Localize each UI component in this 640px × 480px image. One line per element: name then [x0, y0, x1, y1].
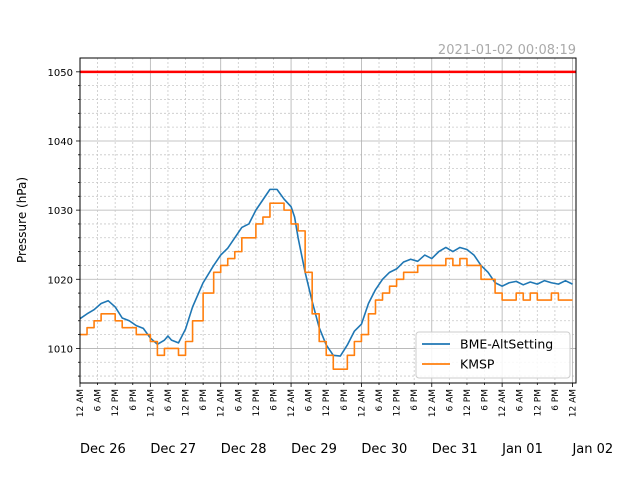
- y-axis-label: Pressure (hPa): [15, 177, 29, 263]
- x-hour-tick-label: 6 PM: [269, 389, 279, 411]
- x-day-label: Dec 27: [150, 442, 196, 457]
- x-hour-tick-label: 12 PM: [463, 389, 473, 417]
- y-tick-label: 1010: [48, 344, 73, 355]
- x-hour-tick-label: 12 PM: [111, 389, 121, 417]
- series-lines: [79, 188, 573, 370]
- y-tick-label: 1030: [48, 206, 73, 217]
- plot-area: [80, 58, 576, 383]
- x-hour-tick-label: 12 AM: [146, 389, 156, 417]
- legend: BME-AltSetting KMSP: [415, 331, 571, 379]
- x-day-label: Jan 02: [571, 442, 613, 457]
- x-hour-tick-label: 12 AM: [217, 389, 227, 417]
- x-hour-tick-label: 12 AM: [76, 389, 86, 417]
- x-hour-tick-label: 12 AM: [568, 389, 578, 417]
- x-hour-tick-label: 12 PM: [322, 389, 332, 417]
- x-hour-tick-label: 6 AM: [234, 389, 244, 412]
- y-tick-label: 1040: [48, 137, 73, 148]
- x-hour-tick-label: 12 AM: [498, 389, 508, 417]
- series-line-bme-altsetting: [79, 188, 573, 357]
- y-tick-label: 1020: [48, 275, 73, 286]
- x-hour-tick-label: 6 PM: [199, 389, 209, 411]
- x-hour-tick-label: 12 AM: [428, 389, 438, 417]
- x-hour-tick-label: 6 AM: [445, 389, 455, 412]
- x-hour-tick-label: 12 AM: [287, 389, 297, 417]
- x-hour-tick-label: 6 AM: [94, 389, 104, 412]
- legend-box: [415, 331, 571, 379]
- x-axis-ticks: 12 AM 6 AM 12 PM 6 PM 12 AM 6 AM 12 PM 6 PM 12 A…: [76, 383, 613, 457]
- x-hour-tick-label: 6 PM: [551, 389, 561, 411]
- x-day-label: Dec 31: [432, 442, 478, 457]
- timestamp-label: 2021-01-02 00:08:19: [438, 43, 576, 58]
- series-line-kmsp: [80, 202, 573, 370]
- x-hour-tick-label: 6 PM: [481, 389, 491, 411]
- x-hour-tick-label: 6 AM: [164, 389, 174, 412]
- x-day-label: Dec 30: [361, 442, 407, 457]
- x-hour-tick-label: 6 AM: [305, 389, 315, 412]
- x-day-label: Jan 01: [501, 442, 543, 457]
- x-hour-tick-label: 12 PM: [182, 389, 192, 417]
- plot-frame: [79, 57, 577, 384]
- x-hour-tick-label: 6 AM: [516, 389, 526, 412]
- legend-label: KMSP: [460, 357, 495, 372]
- legend-label: BME-AltSetting: [460, 337, 553, 352]
- x-hour-tick-label: 12 PM: [252, 389, 262, 417]
- x-hour-tick-label: 6 PM: [129, 389, 139, 411]
- x-day-label: Dec 26: [80, 442, 126, 457]
- x-hour-tick-label: 6 AM: [375, 389, 385, 412]
- x-hour-tick-label: 6 PM: [410, 389, 420, 411]
- x-day-label: Dec 29: [291, 442, 337, 457]
- x-hour-tick-label: 12 AM: [357, 389, 367, 417]
- x-hour-tick-label: 6 PM: [340, 389, 350, 411]
- x-hour-tick-label: 12 PM: [393, 389, 403, 417]
- x-hour-tick-label: 12 PM: [533, 389, 543, 417]
- y-axis-ticks: 1010 1020 1030 1040 1050: [48, 68, 80, 377]
- x-day-label: Dec 28: [221, 442, 267, 457]
- y-tick-label: 1050: [48, 68, 73, 79]
